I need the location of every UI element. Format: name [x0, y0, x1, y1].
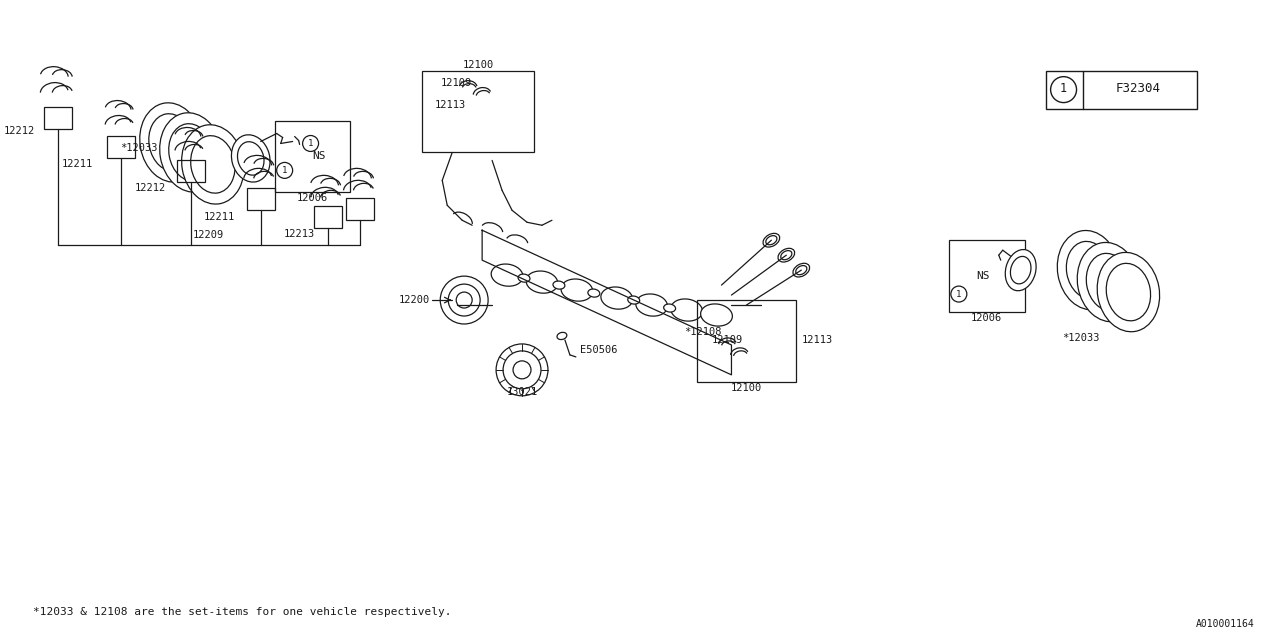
- Text: 1: 1: [1060, 82, 1068, 95]
- Bar: [177, 161, 205, 182]
- Bar: [696, 300, 796, 382]
- Bar: [948, 240, 1025, 312]
- Ellipse shape: [561, 279, 593, 301]
- Bar: [347, 198, 375, 220]
- Ellipse shape: [191, 136, 236, 193]
- Text: 12006: 12006: [297, 193, 328, 204]
- Text: 12211: 12211: [61, 159, 93, 170]
- Ellipse shape: [526, 271, 558, 293]
- Ellipse shape: [160, 113, 223, 192]
- Text: NS: NS: [312, 152, 325, 161]
- Ellipse shape: [182, 125, 244, 204]
- Ellipse shape: [778, 248, 795, 262]
- Bar: [108, 136, 136, 159]
- Text: 1: 1: [956, 289, 961, 299]
- Ellipse shape: [636, 294, 668, 316]
- Text: 12212: 12212: [4, 125, 36, 136]
- Ellipse shape: [1087, 253, 1130, 311]
- Text: 13021: 13021: [507, 387, 538, 397]
- Ellipse shape: [148, 114, 193, 172]
- Text: 12109: 12109: [440, 77, 471, 88]
- Ellipse shape: [1057, 230, 1120, 310]
- Text: E50506: E50506: [580, 345, 617, 355]
- Bar: [275, 120, 351, 193]
- Ellipse shape: [1106, 263, 1151, 321]
- Ellipse shape: [600, 287, 632, 309]
- Ellipse shape: [169, 124, 212, 181]
- Text: 12213: 12213: [283, 229, 315, 239]
- Ellipse shape: [1066, 241, 1111, 299]
- Text: *12033: *12033: [120, 143, 157, 154]
- Text: A010001164: A010001164: [1197, 619, 1256, 629]
- Ellipse shape: [796, 266, 806, 275]
- Bar: [247, 188, 275, 211]
- Text: 12212: 12212: [134, 183, 166, 193]
- Ellipse shape: [763, 234, 780, 247]
- Text: 12211: 12211: [204, 212, 234, 222]
- Ellipse shape: [671, 299, 703, 321]
- Text: 12113: 12113: [434, 100, 466, 109]
- Ellipse shape: [238, 141, 264, 175]
- Ellipse shape: [663, 304, 676, 312]
- Ellipse shape: [792, 263, 810, 277]
- Text: 12209: 12209: [193, 230, 224, 240]
- Text: 12100: 12100: [462, 60, 494, 70]
- Text: NS: NS: [977, 271, 989, 281]
- Bar: [1046, 70, 1197, 109]
- Text: *12033 & 12108 are the set-items for one vehicle respectively.: *12033 & 12108 are the set-items for one…: [33, 607, 452, 617]
- Ellipse shape: [1097, 252, 1160, 332]
- Ellipse shape: [1078, 243, 1139, 322]
- Ellipse shape: [140, 103, 202, 182]
- Text: 12100: 12100: [731, 383, 762, 393]
- Ellipse shape: [553, 281, 564, 289]
- Ellipse shape: [1005, 250, 1036, 291]
- Text: 1: 1: [282, 166, 287, 175]
- Text: 1: 1: [308, 139, 314, 148]
- Text: 12200: 12200: [399, 295, 430, 305]
- Text: 12113: 12113: [801, 335, 832, 345]
- Bar: [314, 206, 342, 228]
- Text: *12108: *12108: [684, 327, 722, 337]
- Text: 12109: 12109: [712, 335, 742, 345]
- Text: *12033: *12033: [1062, 333, 1100, 343]
- Ellipse shape: [232, 135, 270, 182]
- Text: 12006: 12006: [972, 313, 1002, 323]
- Ellipse shape: [700, 304, 732, 326]
- Ellipse shape: [1010, 257, 1030, 284]
- Text: F32304: F32304: [1116, 82, 1161, 95]
- Bar: [45, 107, 72, 129]
- Ellipse shape: [518, 274, 530, 282]
- Ellipse shape: [588, 289, 600, 297]
- Ellipse shape: [781, 251, 792, 260]
- Ellipse shape: [492, 264, 524, 286]
- Ellipse shape: [765, 236, 777, 244]
- Bar: [422, 70, 534, 152]
- Ellipse shape: [627, 296, 640, 304]
